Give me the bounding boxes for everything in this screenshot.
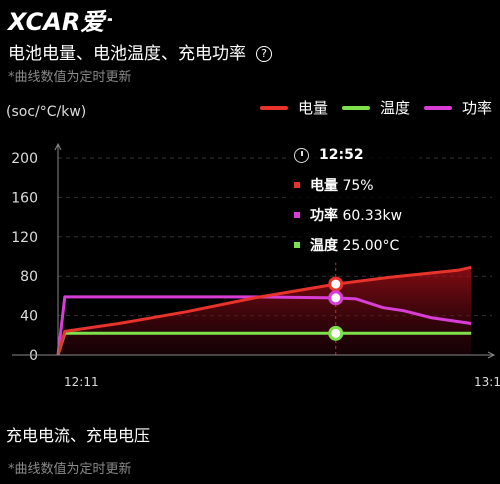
tooltip-row-power: 功率 60.33kw (294, 205, 402, 225)
chart-legend: 电量 温度 功率 (259, 97, 492, 118)
y-units-label: (soc/°C/kw) (6, 104, 87, 120)
chart-tooltip: 12:52 电量 75% 功率 60.33kw 温度 25.00°C (286, 143, 420, 263)
y-tick-label: 160 (11, 190, 38, 206)
tooltip-value-temperature: 25.00°C (342, 238, 400, 254)
x-tick-label: 12:11 (64, 375, 99, 389)
tooltip-row-soc: 电量 75% (294, 175, 374, 195)
cursor-point (328, 276, 344, 292)
tooltip-name-power: 功率 (310, 208, 338, 224)
x-axis-arrow (487, 351, 496, 359)
legend-swatch-temperature (341, 105, 370, 110)
section2-title: 充电电流、充电电压 (6, 426, 151, 445)
y-tick-label: 80 (20, 269, 38, 285)
cursor-point (328, 290, 344, 306)
legend-item-power[interactable]: 功率 (423, 97, 492, 118)
tooltip-value-power: 60.33kw (342, 208, 403, 224)
y-tick-label: 0 (29, 348, 38, 364)
tooltip-time-text: 12:52 (319, 147, 364, 163)
chart-plot[interactable]: 0 40 80 120 160 200 12:11 13:13 (0, 0, 500, 400)
legend-swatch-soc (259, 105, 288, 110)
brand-logo-text: XCAR爱卡 (6, 8, 112, 36)
update-note: *曲线数值为定时更新 (8, 70, 132, 85)
y-tick-label: 40 (20, 309, 38, 325)
brand-logo: XCAR爱卡 (6, 8, 112, 36)
tooltip-row-temperature: 温度 25.00°C (294, 235, 399, 255)
legend-label-soc: 电量 (297, 99, 328, 117)
x-tick-label: 13:13 (474, 375, 500, 389)
chart-title-text: 电池电量、电池温度、充电功率 (8, 44, 246, 64)
y-tick-label: 120 (11, 230, 38, 246)
tooltip-swatch-power (294, 212, 300, 218)
legend-item-temperature[interactable]: 温度 (341, 97, 410, 118)
series-line (56, 265, 472, 356)
legend-label-power: 功率 (461, 99, 492, 117)
tooltip-value-soc: 75% (342, 178, 374, 194)
legend-item-soc[interactable]: 电量 (259, 97, 328, 118)
clock-icon (294, 147, 309, 163)
legend-swatch-power (423, 105, 452, 110)
tooltip-swatch-temperature (294, 242, 300, 248)
legend-label-temperature: 温度 (379, 99, 410, 117)
section2-note: *曲线数值为定时更新 (8, 462, 132, 477)
cursor-point (328, 325, 344, 341)
y-tick-label: 200 (11, 151, 38, 167)
y-axis-arrow (54, 142, 62, 151)
series-line (56, 295, 472, 356)
tooltip-time: 12:52 (294, 147, 364, 163)
tooltip-name-temperature: 温度 (310, 238, 338, 254)
chart-title: 电池电量、电池温度、充电功率? (8, 39, 272, 64)
tooltip-name-soc: 电量 (310, 178, 338, 194)
question-circle-icon[interactable]: ? (256, 46, 272, 62)
tooltip-swatch-soc (294, 182, 300, 188)
